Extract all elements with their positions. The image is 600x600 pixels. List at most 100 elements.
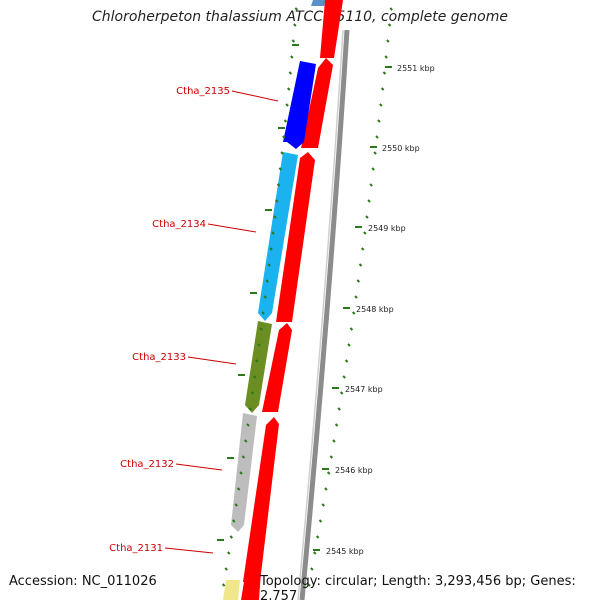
- scale-minor-tick: [367, 199, 371, 203]
- inner-ruler-tick: [267, 263, 271, 267]
- forward-gene-3: [276, 152, 315, 322]
- scale-minor-tick: [379, 103, 383, 107]
- inner-ruler-tick: [257, 343, 261, 347]
- scale-minor-tick: [321, 503, 325, 507]
- scale-label: 2549 kbp: [368, 224, 406, 233]
- inner-ruler-tick: [253, 375, 257, 379]
- gene-label-leader: [175, 463, 223, 471]
- inner-ruler-tick: [236, 487, 241, 491]
- scale-minor-tick: [373, 151, 377, 155]
- gene-ctha-2135-shape: [283, 61, 316, 149]
- inner-ruler-tick: [221, 583, 226, 587]
- scale-minor-tick: [339, 391, 344, 395]
- scale-minor-tick: [332, 439, 336, 443]
- gene-label-leader: [187, 356, 237, 365]
- scale-minor-tick: [389, 7, 393, 11]
- gene-label-leader: [207, 223, 257, 233]
- forward-genes: [241, 0, 343, 600]
- inner-ruler-tick: [229, 535, 233, 539]
- inner-ruler-tick: [232, 519, 236, 523]
- inner-ruler-tick: [273, 215, 277, 219]
- inner-ruler-tick: [239, 471, 243, 475]
- map-title: Chloroherpeton thalassium ATCC 35110, co…: [92, 9, 508, 25]
- forward-gene-1: [320, 0, 343, 58]
- scale-minor-tick: [363, 231, 367, 235]
- gene-ctha-2131-shape: [223, 580, 240, 600]
- scale-label: 2550 kbp: [382, 144, 420, 153]
- inner-ruler-tick: [282, 135, 286, 139]
- scale-minor-tick: [342, 375, 346, 379]
- inner-ruler-tick: [278, 167, 283, 171]
- scale-minor-tick: [310, 567, 314, 571]
- gene-label[interactable]: Ctha_2134: [152, 219, 206, 230]
- inner-ruler-tick: [265, 279, 269, 283]
- gene-label[interactable]: Ctha_2133: [132, 352, 186, 363]
- inner-ruler-tick: [246, 423, 250, 427]
- scale-minor-tick: [326, 471, 331, 475]
- scale-labels: 2551 kbp 2550 kbp 2549 kbp 2548 kbp 2547 kbp…: [326, 64, 435, 556]
- genome-summary-text: Topology: circular; Length: 3,293,456 bp…: [260, 574, 576, 600]
- inner-ruler-tick: [275, 199, 279, 203]
- gene-ctha-2132-shape: [231, 413, 257, 532]
- reverse-genes: [223, 61, 316, 600]
- scale-label: 2547 kbp: [345, 385, 383, 394]
- scale-minor-tick: [384, 55, 388, 59]
- scale-minor-tick: [324, 487, 328, 491]
- inner-ruler-tick: [288, 71, 292, 75]
- scale-minor-tick: [386, 39, 390, 43]
- inner-ruler-tick: [271, 231, 275, 235]
- scale-label: 2548 kbp: [356, 305, 394, 314]
- scale-minor-tick: [354, 295, 358, 299]
- inner-ruler-tick: [290, 55, 294, 59]
- forward-gene-6: [241, 535, 263, 600]
- scale-minor-tick: [347, 343, 351, 347]
- inner-ruler-tick: [283, 119, 288, 123]
- scale-minor-tick: [344, 359, 349, 363]
- inner-ruler-tick: [261, 311, 265, 315]
- gene-label-leader: [164, 547, 214, 554]
- inner-ruler-tick: [250, 391, 255, 395]
- inner-ruler-tick: [244, 439, 248, 443]
- inner-ruler-tick: [263, 295, 267, 299]
- scale-label: 2551 kbp: [397, 64, 435, 73]
- gene-ctha-2134-shape: [258, 152, 298, 321]
- scale-minor-tick: [315, 535, 320, 539]
- inner-ruler-tick: [293, 23, 297, 27]
- inner-ruler-tick: [255, 359, 259, 363]
- scale-minor-tick: [382, 71, 387, 75]
- inner-ruler-tick: [227, 551, 231, 555]
- scale-ticks: [217, 7, 393, 587]
- scale-minor-tick: [377, 119, 381, 123]
- inner-ruler-tick: [248, 407, 252, 411]
- forward-gene-2: [301, 58, 333, 148]
- scale-minor-tick: [375, 135, 379, 139]
- scale-minor-tick: [387, 23, 392, 27]
- inner-ruler-tick: [291, 39, 296, 43]
- inner-ruler-tick: [259, 327, 263, 331]
- scale-minor-tick: [361, 247, 365, 251]
- scale-minor-tick: [358, 263, 363, 267]
- gene-label[interactable]: Ctha_2132: [120, 459, 174, 470]
- scale-minor-tick: [313, 551, 317, 555]
- scale-minor-tick: [380, 87, 385, 91]
- inner-ruler-tick: [224, 567, 228, 571]
- backbone-inner: [297, 29, 344, 600]
- backbone-outer: [299, 29, 350, 600]
- scale-minor-tick: [318, 519, 323, 523]
- gene-label[interactable]: Ctha_2135: [176, 86, 230, 97]
- scale-minor-tick: [365, 215, 369, 219]
- inner-ruler-tick: [269, 247, 273, 251]
- gene-label-leaders: [164, 90, 279, 554]
- scale-minor-tick: [356, 279, 360, 283]
- scale-label: 2546 kbp: [335, 466, 373, 475]
- scale-minor-tick: [337, 407, 341, 411]
- inner-ruler-tick: [285, 103, 289, 107]
- accession-text: Accession: NC_011026: [9, 574, 157, 589]
- gene-labels: Ctha_2135 Ctha_2134 Ctha_2133 Ctha_2132 Ctha…: [109, 86, 230, 554]
- scale-minor-tick: [334, 423, 339, 427]
- gene-label[interactable]: Ctha_2131: [109, 543, 163, 554]
- scale-label: 2545 kbp: [326, 547, 364, 556]
- inner-ruler-tick: [276, 183, 281, 187]
